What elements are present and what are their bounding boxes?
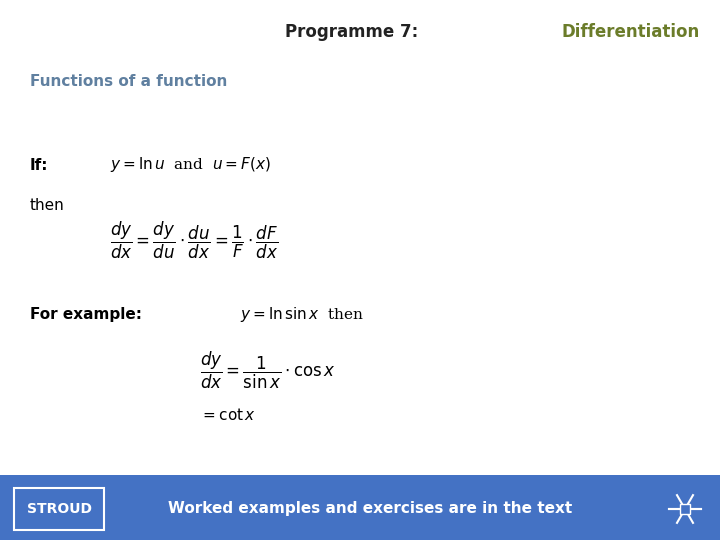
Text: $= \cot x$: $= \cot x$ (200, 407, 256, 423)
Text: $y = \ln u$  and  $u = F(x)$: $y = \ln u$ and $u = F(x)$ (110, 156, 271, 174)
Text: For example:: For example: (30, 307, 142, 322)
Text: Programme 7:: Programme 7: (285, 23, 430, 41)
Bar (0, 475, 720, 540)
Text: STROUD: STROUD (27, 502, 91, 516)
Bar (680, 504, 690, 514)
Text: Differentiation: Differentiation (562, 23, 700, 41)
FancyBboxPatch shape (14, 488, 104, 530)
Text: If:: If: (30, 158, 48, 172)
Text: $y = \ln \sin x$  then: $y = \ln \sin x$ then (240, 306, 364, 325)
Text: Worked examples and exercises are in the text: Worked examples and exercises are in the… (168, 502, 572, 516)
Text: $\dfrac{dy}{dx} = \dfrac{dy}{du} \cdot \dfrac{du}{dx} = \dfrac{1}{F} \cdot \dfra: $\dfrac{dy}{dx} = \dfrac{dy}{du} \cdot \… (110, 219, 279, 261)
Text: Functions of a function: Functions of a function (30, 75, 228, 90)
Text: $\dfrac{dy}{dx} = \dfrac{1}{\sin x} \cdot \cos x$: $\dfrac{dy}{dx} = \dfrac{1}{\sin x} \cdo… (200, 349, 336, 390)
Text: then: then (30, 198, 65, 213)
